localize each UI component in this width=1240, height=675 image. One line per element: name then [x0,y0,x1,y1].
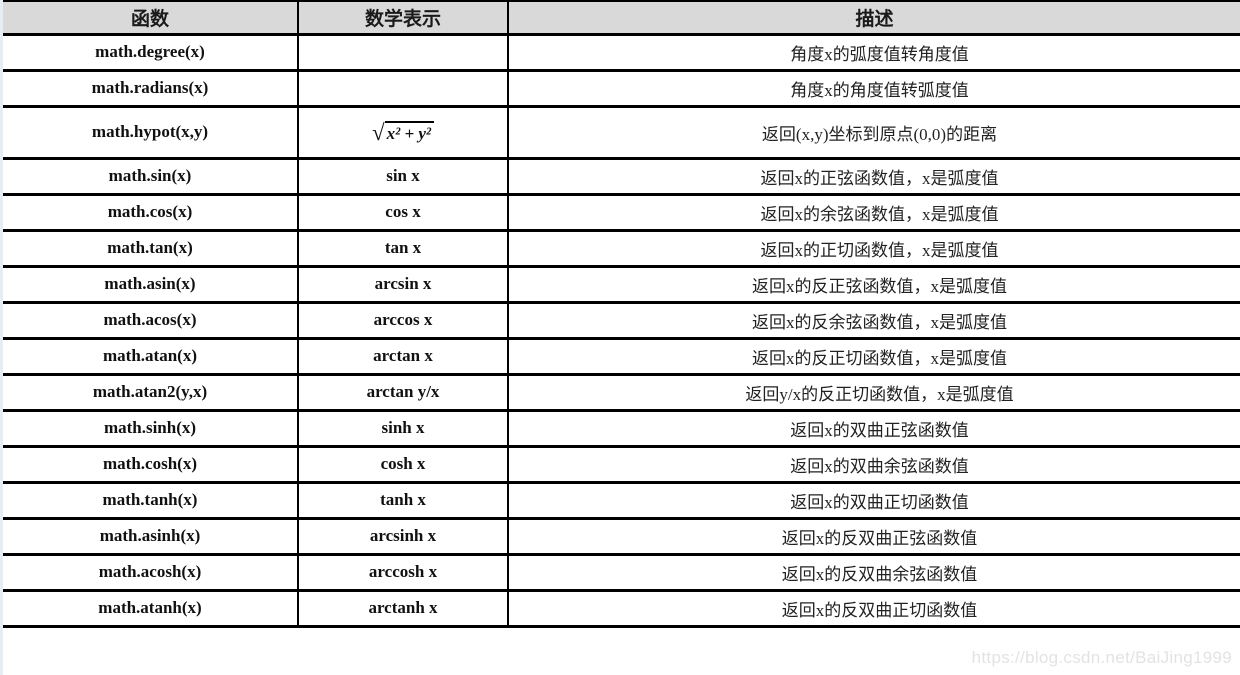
function-cell: math.radians(x) [3,68,299,108]
function-cell: math.asin(x) [3,264,299,304]
description-cell: 返回x的双曲正弦函数值 [507,408,1240,448]
description-cell: 角度x的弧度值转角度值 [507,32,1240,72]
description-cell: 角度x的角度值转弧度值 [507,68,1240,108]
description-cell: 返回x的反双曲正切函数值 [507,588,1240,628]
math-notation-cell: sinh x [297,408,509,448]
table-row: math.sinh(x) sinh x 返回x的双曲正弦函数值 [3,408,1240,448]
function-cell: math.sin(x) [3,156,299,196]
function-cell: math.tanh(x) [3,480,299,520]
header-math-notation: 数学表示 [297,0,509,36]
math-notation-cell: arcsinh x [297,516,509,556]
math-notation-cell: sin x [297,156,509,196]
table-row: math.cos(x) cos x 返回x的余弦函数值，x是弧度值 [3,192,1240,232]
math-notation-cell: arctan y/x [297,372,509,412]
description-cell: 返回x的双曲余弦函数值 [507,444,1240,484]
function-cell: math.atan(x) [3,336,299,376]
math-notation-cell: arctan x [297,336,509,376]
function-cell: math.hypot(x,y) [3,104,299,160]
header-description: 描述 [507,0,1240,36]
table-row: math.asin(x) arcsin x 返回x的反正弦函数值，x是弧度值 [3,264,1240,304]
description-cell: 返回x的反正弦函数值，x是弧度值 [507,264,1240,304]
table-row: math.asinh(x) arcsinh x 返回x的反双曲正弦函数值 [3,516,1240,556]
sqrt-formula: √ x² + y² [371,119,435,145]
math-notation-cell: tanh x [297,480,509,520]
description-cell: 返回x的反双曲余弦函数值 [507,552,1240,592]
radical-sign: √ [371,119,385,145]
function-cell: math.sinh(x) [3,408,299,448]
function-cell: math.acos(x) [3,300,299,340]
function-cell: math.acosh(x) [3,552,299,592]
math-notation-cell: √ x² + y² [297,104,509,160]
description-cell: 返回(x,y)坐标到原点(0,0)的距离 [507,104,1240,160]
math-notation-cell: cos x [297,192,509,232]
table-row: math.atanh(x) arctanh x 返回x的反双曲正切函数值 [3,588,1240,628]
function-cell: math.asinh(x) [3,516,299,556]
description-cell: 返回x的正切函数值，x是弧度值 [507,228,1240,268]
math-notation-cell [297,32,509,72]
description-cell: 返回y/x的反正切函数值，x是弧度值 [507,372,1240,412]
math-notation-cell: arcsin x [297,264,509,304]
table-row: math.atan(x) arctan x 返回x的反正切函数值，x是弧度值 [3,336,1240,376]
function-cell: math.cosh(x) [3,444,299,484]
table-row: math.degree(x) 角度x的弧度值转角度值 [3,32,1240,72]
description-cell: 返回x的反余弦函数值，x是弧度值 [507,300,1240,340]
page-edge-strip [0,0,3,675]
function-cell: math.tan(x) [3,228,299,268]
function-cell: math.atanh(x) [3,588,299,628]
header-function: 函数 [3,0,299,36]
table-row: math.atan2(y,x) arctan y/x 返回y/x的反正切函数值，x是… [3,372,1240,412]
description-cell: 返回x的正弦函数值，x是弧度值 [507,156,1240,196]
description-cell: 返回x的反正切函数值，x是弧度值 [507,336,1240,376]
math-notation-cell: tan x [297,228,509,268]
table-row: math.acosh(x) arccosh x 返回x的反双曲余弦函数值 [3,552,1240,592]
table-row: math.sin(x) sin x 返回x的正弦函数值，x是弧度值 [3,156,1240,196]
table-row: math.hypot(x,y) √ x² + y² 返回(x,y)坐标到原点(0,0)… [3,104,1240,160]
table-row: math.tan(x) tan x 返回x的正切函数值，x是弧度值 [3,228,1240,268]
table-row: math.tanh(x) tanh x 返回x的双曲正切函数值 [3,480,1240,520]
function-cell: math.degree(x) [3,32,299,72]
header-row: 函数 数学表示 描述 [3,0,1240,36]
table-row: math.cosh(x) cosh x 返回x的双曲余弦函数值 [3,444,1240,484]
table-body: math.degree(x) 角度x的弧度值转角度值 math.radians(x)… [3,32,1240,628]
description-cell: 返回x的反双曲正弦函数值 [507,516,1240,556]
math-notation-cell [297,68,509,108]
math-functions-table: 函数 数学表示 描述 math.degree(x) 角度x的弧度值转角度值 math… [3,0,1240,628]
radicand: x² + y² [384,120,435,144]
function-cell: math.atan2(y,x) [3,372,299,412]
math-notation-cell: arctanh x [297,588,509,628]
description-cell: 返回x的余弦函数值，x是弧度值 [507,192,1240,232]
function-cell: math.cos(x) [3,192,299,232]
math-notation-cell: arccosh x [297,552,509,592]
table-row: math.acos(x) arccos x 返回x的反余弦函数值，x是弧度值 [3,300,1240,340]
description-cell: 返回x的双曲正切函数值 [507,480,1240,520]
math-notation-cell: cosh x [297,444,509,484]
watermark: https://blog.csdn.net/BaiJing1999 [971,648,1232,667]
table-row: math.radians(x) 角度x的角度值转弧度值 [3,68,1240,108]
math-notation-cell: arccos x [297,300,509,340]
